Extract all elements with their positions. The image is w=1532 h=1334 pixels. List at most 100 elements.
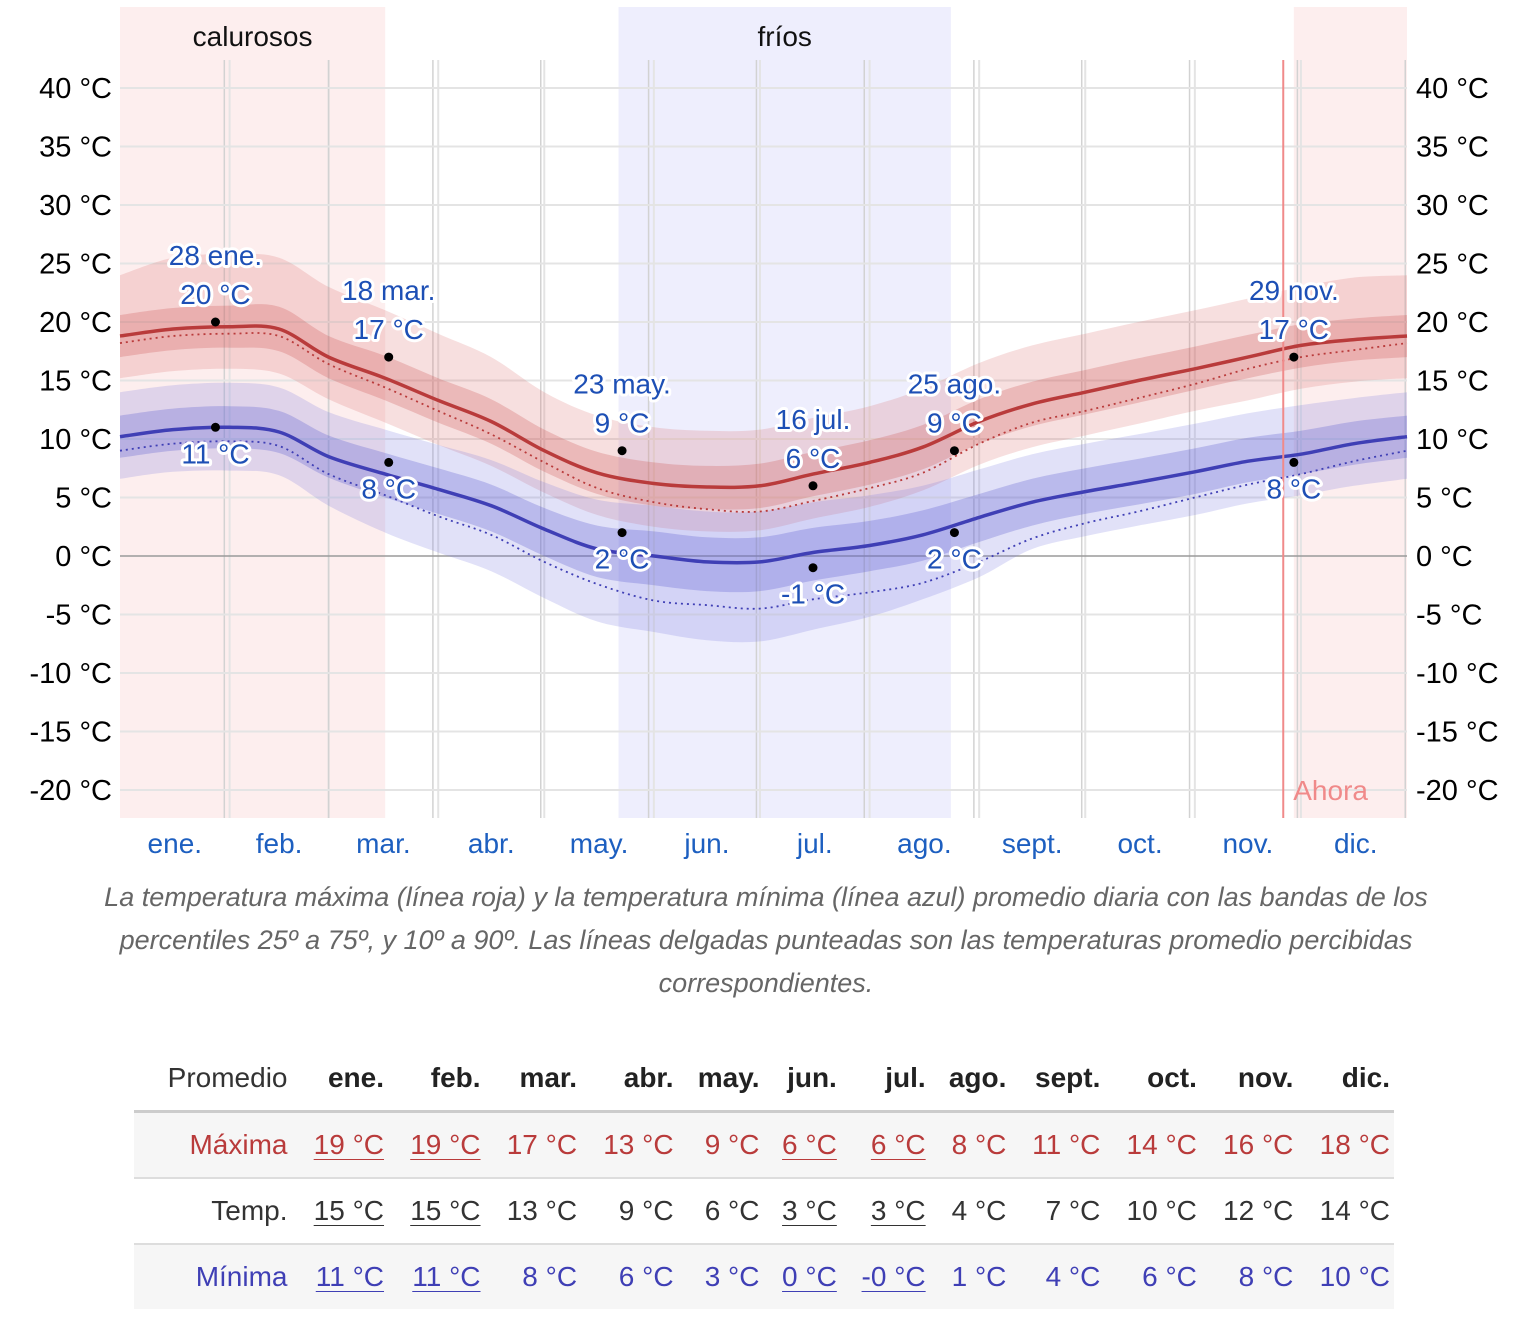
table-cell: 9 °C [618, 1195, 674, 1226]
y-tick-label-left: -5 °C [46, 600, 112, 632]
month-header: nov. [1237, 1062, 1294, 1093]
x-tick-label: dic. [1334, 828, 1378, 859]
low-annotation-dot [808, 563, 818, 573]
table-cell[interactable]: 3 °C [870, 1195, 926, 1226]
low-mean-line [119, 425, 1408, 565]
annotation-high-value: 20 °C [180, 279, 250, 310]
month-header: mar. [519, 1062, 578, 1093]
y-tick-label-right: -5 °C [1416, 600, 1482, 632]
low-feels-line [119, 440, 1408, 610]
row-label: Temp. [211, 1195, 288, 1226]
x-tick-label: jul. [796, 828, 833, 859]
table-cell: 8 °C [522, 1261, 578, 1292]
high-annotation-dot [210, 317, 220, 327]
y-tick-label-left: 35 °C [39, 132, 112, 164]
season-label: calurosos [193, 21, 313, 52]
low-band-25-75 [120, 406, 1407, 593]
row-label: Mínima [195, 1261, 288, 1292]
annotation-low-value: 11 °C [181, 438, 249, 469]
y-tick-label-left: 0 °C [55, 541, 112, 573]
table-cell: 16 °C [1223, 1129, 1294, 1160]
high-feels-line [119, 332, 1408, 513]
table-cell: 11 °C [1032, 1129, 1101, 1160]
low-annotation-dot [1289, 457, 1299, 467]
table-cell: 9 °C [704, 1129, 760, 1160]
x-tick-label: abr. [468, 828, 515, 859]
table-cell: 12 °C [1223, 1195, 1294, 1226]
y-tick-label-left: 30 °C [39, 190, 112, 222]
y-tick-label-right: -20 °C [1416, 775, 1499, 807]
x-tick-label: nov. [1222, 828, 1273, 859]
table-cell: 13 °C [506, 1195, 578, 1226]
y-tick-label-right: 15 °C [1416, 366, 1489, 398]
x-tick-label: ene. [148, 828, 203, 859]
table-cell: 10 °C [1126, 1195, 1197, 1226]
table-cell[interactable]: 11 °C [315, 1261, 385, 1292]
x-tick-label: feb. [256, 828, 303, 859]
table-cell: 3 °C [704, 1261, 760, 1292]
table-cell[interactable]: 6 °C [782, 1129, 837, 1160]
y-tick-label-left: 20 °C [39, 307, 112, 339]
x-tick-label: sept. [1002, 828, 1063, 859]
annotation-low-value: 2 °C [927, 544, 982, 575]
table-cell: 6 °C [1142, 1261, 1197, 1292]
annotation-high-value: 17 °C [354, 314, 424, 345]
annotation-low-value: 8 °C [361, 473, 416, 504]
annotation-date: 23 may. [573, 369, 671, 400]
y-tick-label-left: -15 °C [29, 717, 112, 749]
table-cell[interactable]: 19 °C [313, 1129, 385, 1160]
table-cell: 4 °C [951, 1195, 1007, 1226]
x-tick-label: may. [570, 828, 629, 859]
high-annotation-dot [949, 446, 959, 456]
x-tick-label: ago. [897, 828, 952, 859]
table-cell: 10 °C [1319, 1261, 1390, 1292]
annotation-low-value: 8 °C [1266, 473, 1321, 504]
high-annotation-dot [808, 481, 818, 491]
month-header: jul. [885, 1062, 926, 1093]
table-header-row: Promedio ene. feb. mar. abr. may. jun. j… [134, 1046, 1394, 1112]
annotation-date: 18 mar. [342, 275, 435, 306]
high-annotation-dot [384, 352, 394, 362]
table-cell[interactable]: 6 °C [870, 1129, 926, 1160]
high-annotation-dot [617, 446, 627, 456]
y-tick-label-left: -20 °C [29, 775, 112, 807]
month-header: may. [697, 1062, 760, 1093]
y-tick-label-right: 20 °C [1416, 307, 1489, 339]
y-tick-label-left: 40 °C [39, 73, 112, 105]
table-cell[interactable]: 11 °C [412, 1261, 481, 1292]
y-tick-label-right: 5 °C [1416, 483, 1473, 515]
month-header: sept. [1035, 1062, 1101, 1093]
annotation-low-value: 2 °C [595, 544, 650, 575]
table-row-min: Mínima 11 °C 11 °C 8 °C 6 °C 3 °C 0 °C -… [134, 1244, 1394, 1309]
y-tick-label-left: 15 °C [39, 366, 112, 398]
y-tick-label-right: 40 °C [1416, 73, 1489, 105]
now-label: Ahora [1293, 775, 1368, 806]
table-cell: 1 °C [951, 1261, 1007, 1292]
season-band [618, 7, 951, 818]
table-cell: 4 °C [1045, 1261, 1101, 1292]
month-header: dic. [1341, 1062, 1390, 1093]
table-cell[interactable]: -0 °C [861, 1261, 926, 1292]
table-cell[interactable]: 15 °C [313, 1195, 385, 1226]
annotation-high-value: 17 °C [1259, 314, 1329, 345]
season-band [120, 7, 386, 818]
y-tick-label-right: 30 °C [1416, 190, 1489, 222]
y-tick-label-right: 35 °C [1416, 132, 1489, 164]
table-cell[interactable]: 15 °C [410, 1195, 481, 1226]
temperature-chart: calurosos fríos 40 °C 40 °C 35 °C 35 °C 30 °C 3… [29, 7, 1499, 859]
season-band [1293, 7, 1407, 818]
table-cell: 13 °C [603, 1129, 674, 1160]
month-header: abr. [623, 1062, 674, 1093]
table-cell: 17 °C [506, 1129, 578, 1160]
month-header: jun. [787, 1062, 837, 1093]
chart-caption: La temperatura máxima (línea roja) y la … [104, 882, 1428, 998]
table-cell[interactable]: 19 °C [410, 1129, 481, 1160]
annotation-date: 28 ene. [169, 240, 262, 271]
annotation-high-value: 9 °C [927, 408, 982, 439]
annotation-low-value: -1 °C [781, 579, 845, 610]
table-row-max: Máxima 19 °C 19 °C 17 °C 13 °C 9 °C 6 °C… [134, 1111, 1394, 1178]
row-label: Máxima [189, 1129, 288, 1160]
table-cell[interactable]: 0 °C [782, 1261, 837, 1292]
table-cell[interactable]: 3 °C [782, 1195, 837, 1226]
table-cell: 6 °C [618, 1261, 674, 1292]
